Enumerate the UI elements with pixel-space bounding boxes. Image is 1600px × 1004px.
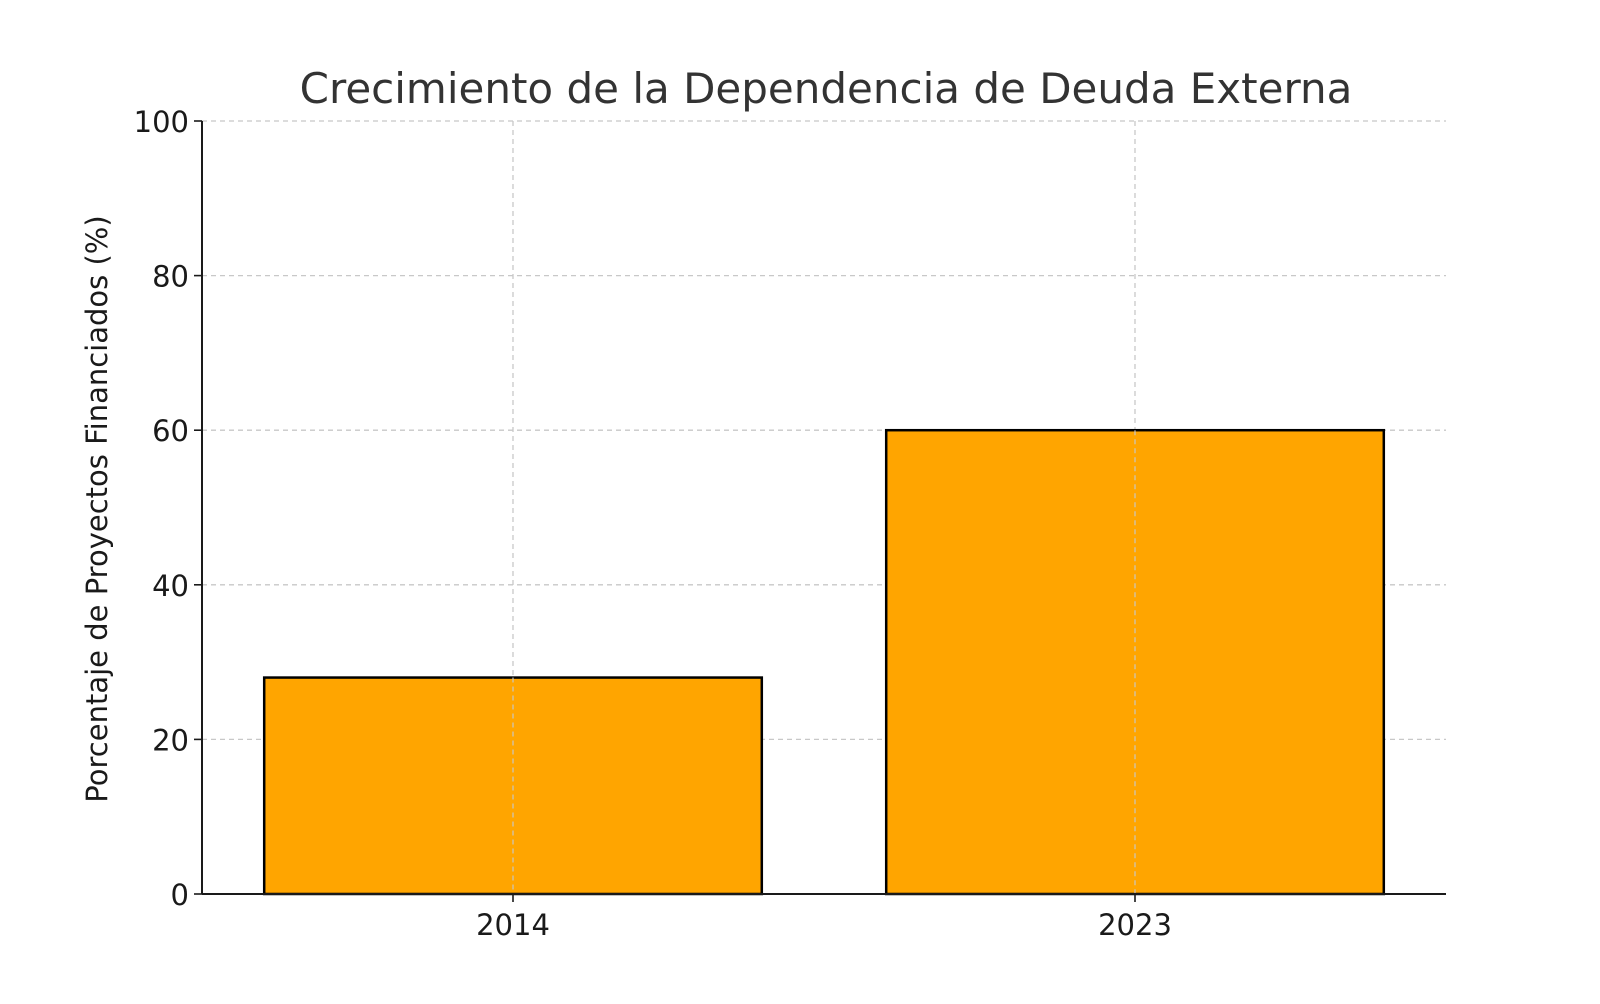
y-tick-label: 60	[152, 414, 189, 448]
y-tick-label: 100	[134, 105, 189, 139]
chart-title: Crecimiento de la Dependencia de Deuda E…	[300, 64, 1353, 113]
axes-layer	[201, 121, 1446, 895]
x-tick-label: 2014	[476, 908, 550, 942]
x-tick-label: 2023	[1098, 908, 1172, 942]
ticks-layer: 0 20 40 60 80 100 2014 2023	[134, 105, 1172, 942]
y-tick-label: 80	[152, 260, 189, 294]
y-tick-label: 20	[152, 723, 189, 757]
bar-2023	[884, 428, 1386, 896]
bars-layer	[262, 428, 1386, 896]
y-tick-label: 0	[171, 878, 189, 912]
y-tick-label: 40	[152, 569, 189, 603]
y-axis-label: Porcentaje de Proyectos Financiados (%)	[80, 215, 114, 802]
